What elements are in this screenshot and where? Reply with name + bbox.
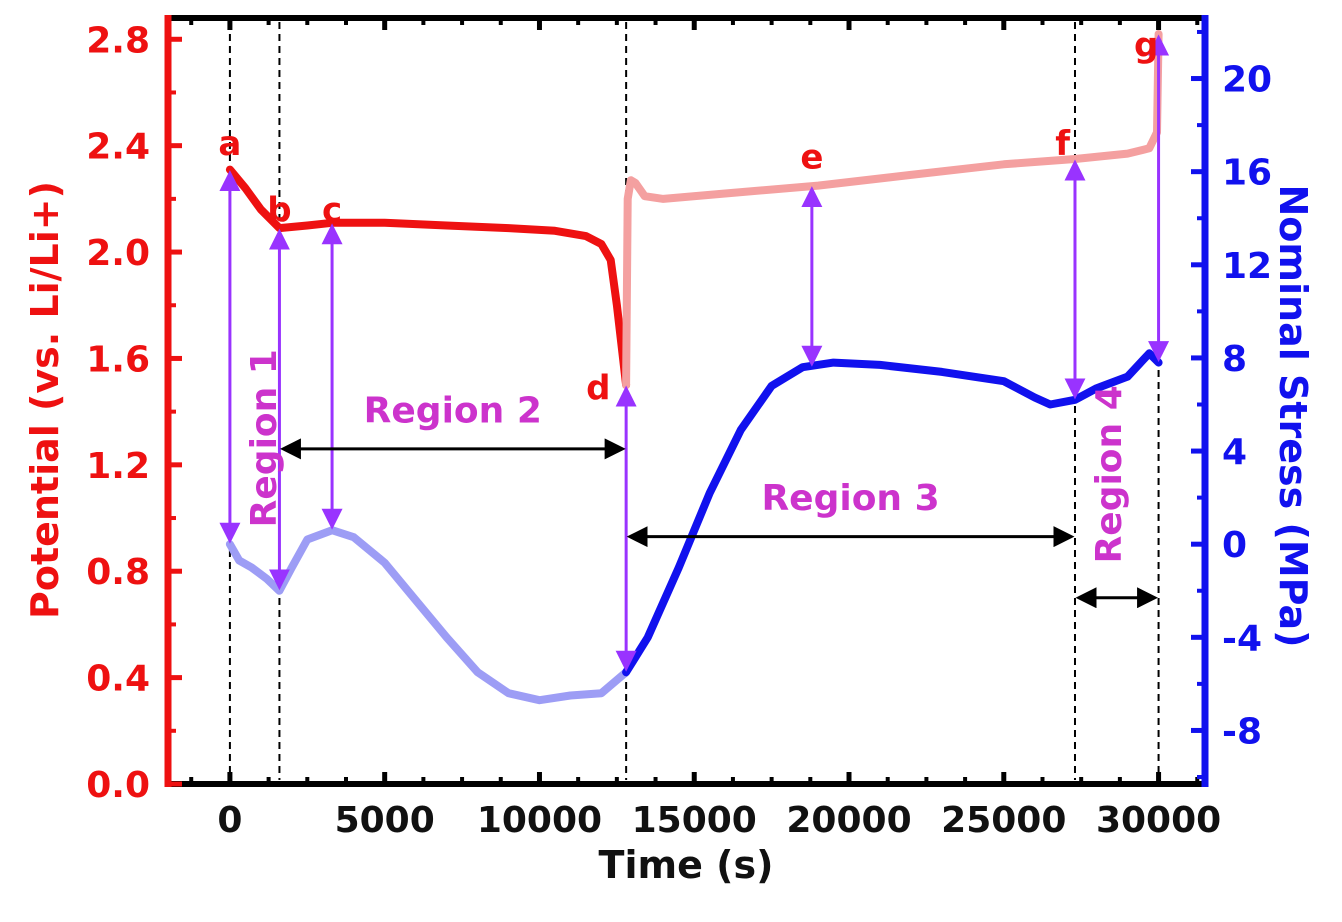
y-left-tick-label: 0.4	[86, 659, 150, 700]
stress-curve-light-0	[225, 526, 631, 705]
y-right-tick-label: -8	[1222, 711, 1262, 752]
state-arrows	[219, 34, 1170, 672]
y-right-axis-title: Nominal Stress (MPa)	[1271, 184, 1315, 647]
region-label-3: Region 3	[761, 478, 939, 519]
y-left-tick-label: 1.6	[86, 339, 150, 380]
point-label-c: c	[322, 191, 342, 231]
x-tick-label: 30000	[1096, 800, 1221, 841]
x-tick-label: 0	[217, 800, 242, 841]
x-tick-label: 15000	[632, 800, 757, 841]
y-right-tick-label: 4	[1222, 432, 1247, 473]
stress-curve-dark-1	[622, 349, 1163, 677]
point-label-g: g	[1134, 26, 1158, 66]
x-tick-label: 25000	[941, 800, 1066, 841]
point-label-a: a	[218, 124, 241, 164]
y-right-tick-label: 8	[1222, 339, 1247, 380]
region-label-2: Region 2	[364, 390, 542, 431]
y-left-tick-label: 2.4	[86, 127, 150, 168]
point-label-d: d	[586, 369, 610, 409]
data-series	[225, 30, 1163, 705]
axis-ticks: 0 5000 10000 15000 20000 25000 30000 0.0 0.4 0.8 1…	[86, 18, 1272, 841]
y-left-axis-title: Potential (vs. Li/Li+)	[23, 181, 67, 619]
region-label-1: Region 1	[244, 349, 285, 527]
potential-curve-dark-0	[225, 165, 631, 389]
x-tick-label: 20000	[786, 800, 911, 841]
potential-curve-light-1	[622, 30, 1163, 389]
x-tick-label: 5000	[335, 800, 435, 841]
y-left-tick-label: 0.8	[86, 552, 150, 593]
point-label-f: f	[1055, 124, 1071, 164]
y-left-tick-label: 0.0	[86, 765, 150, 806]
y-right-tick-label: 16	[1222, 153, 1272, 194]
y-left-tick-label: 1.2	[86, 446, 150, 487]
y-right-tick-label: 0	[1222, 525, 1247, 566]
region-label-4: Region 4	[1089, 385, 1130, 563]
y-right-tick-label: -4	[1222, 618, 1262, 659]
annotations: ab c d e f g Region 1 Region 2 Region 3 Region 4	[218, 26, 1158, 564]
point-label-e: e	[800, 137, 823, 177]
point-label-b: b	[267, 191, 291, 231]
y-left-tick-label: 2.0	[86, 233, 150, 274]
x-axis-title: Time (s)	[599, 843, 774, 887]
y-right-tick-label: 12	[1222, 246, 1272, 287]
y-right-tick-label: 20	[1222, 60, 1272, 101]
y-left-tick-label: 2.8	[86, 20, 150, 61]
x-tick-label: 10000	[477, 800, 602, 841]
